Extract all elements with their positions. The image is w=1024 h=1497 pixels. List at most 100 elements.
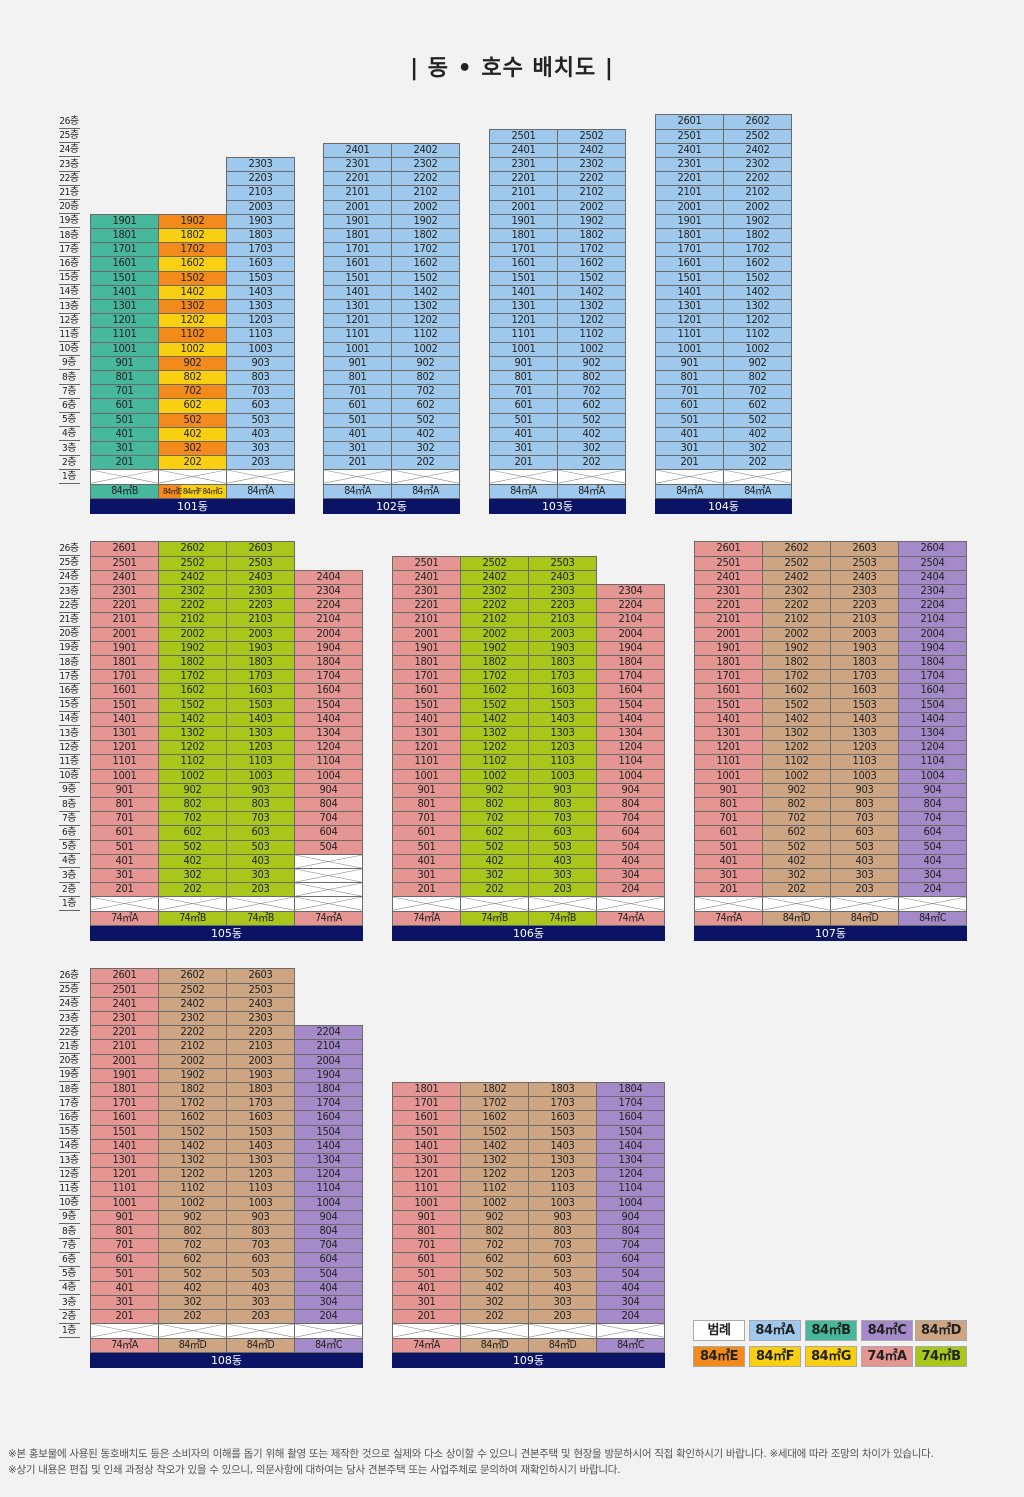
unit-cell[interactable]: 1201 [655, 313, 724, 329]
unit-cell[interactable]: 2402 [460, 569, 529, 585]
unit-cell[interactable]: 704 [294, 811, 363, 827]
unit-cell[interactable]: 504 [898, 839, 967, 855]
unit-cell[interactable]: 2102 [557, 185, 626, 201]
unit-cell[interactable]: 2502 [723, 128, 792, 144]
unit-cell[interactable]: 2403 [226, 996, 295, 1012]
unit-cell[interactable]: 1901 [90, 640, 159, 656]
unit-cell[interactable]: 1604 [294, 683, 363, 699]
unit-cell[interactable]: 1402 [557, 284, 626, 300]
unit-cell[interactable]: 2203 [528, 598, 597, 614]
unit-cell[interactable]: 1804 [596, 1082, 665, 1098]
unit-cell[interactable]: 1601 [694, 683, 763, 699]
unit-cell[interactable]: 1804 [898, 655, 967, 671]
unit-cell[interactable]: 2603 [226, 968, 295, 984]
unit-cell[interactable]: 402 [158, 426, 227, 442]
unit-cell[interactable]: 2102 [762, 612, 831, 628]
unit-cell[interactable]: 1002 [762, 768, 831, 784]
unit-cell[interactable]: 2501 [655, 128, 724, 144]
unit-cell[interactable]: 2203 [830, 598, 899, 614]
unit-cell[interactable]: 1501 [392, 697, 461, 713]
unit-cell[interactable]: 2502 [158, 555, 227, 571]
unit-cell[interactable]: 1101 [392, 1181, 461, 1197]
unit-cell[interactable]: 2103 [226, 1039, 295, 1055]
unit-cell[interactable]: 402 [460, 1280, 529, 1296]
unit-cell[interactable]: 1702 [391, 242, 460, 258]
unit-cell[interactable]: 802 [391, 370, 460, 386]
unit-cell[interactable]: 602 [557, 398, 626, 414]
unit-cell[interactable]: 1204 [898, 740, 967, 756]
unit-cell[interactable]: 2203 [226, 171, 295, 187]
unit-cell[interactable]: 1502 [391, 270, 460, 286]
unit-cell[interactable]: 2001 [655, 199, 724, 215]
unit-cell[interactable]: 803 [830, 797, 899, 813]
unit-cell[interactable]: 2102 [391, 185, 460, 201]
unit-cell[interactable]: 501 [90, 839, 159, 855]
unit-cell[interactable]: 1302 [158, 299, 227, 315]
unit-cell[interactable]: 804 [596, 797, 665, 813]
unit-cell[interactable]: 1704 [294, 669, 363, 685]
unit-cell[interactable]: 902 [762, 782, 831, 798]
unit-cell[interactable]: 1204 [596, 740, 665, 756]
unit-cell[interactable]: 1401 [655, 284, 724, 300]
unit-cell[interactable]: 2103 [226, 185, 295, 201]
unit-cell[interactable]: 601 [655, 398, 724, 414]
unit-cell[interactable]: 2601 [694, 541, 763, 557]
unit-cell[interactable]: 1001 [323, 341, 392, 357]
unit-cell[interactable]: 503 [226, 839, 295, 855]
unit-cell[interactable]: 1902 [391, 213, 460, 229]
unit-cell[interactable]: 401 [90, 1280, 159, 1296]
unit-cell[interactable]: 1601 [655, 256, 724, 272]
unit-cell[interactable]: 1703 [226, 1096, 295, 1112]
unit-cell[interactable]: 1504 [294, 697, 363, 713]
unit-cell[interactable]: 1602 [391, 256, 460, 272]
unit-cell[interactable]: 501 [694, 839, 763, 855]
unit-cell[interactable]: 1004 [596, 1195, 665, 1211]
unit-cell[interactable]: 1504 [596, 697, 665, 713]
unit-cell[interactable]: 1702 [460, 1096, 529, 1112]
unit-cell[interactable]: 704 [596, 811, 665, 827]
unit-cell[interactable]: 1802 [158, 1082, 227, 1098]
unit-cell[interactable]: 602 [460, 825, 529, 841]
unit-cell[interactable]: 402 [557, 426, 626, 442]
unit-cell[interactable]: 2301 [489, 157, 558, 173]
unit-cell[interactable]: 202 [391, 455, 460, 471]
unit-cell[interactable]: 2501 [694, 555, 763, 571]
unit-cell[interactable]: 402 [391, 426, 460, 442]
unit-cell[interactable]: 204 [596, 882, 665, 898]
unit-cell[interactable]: 1103 [226, 327, 295, 343]
unit-cell[interactable]: 1701 [90, 669, 159, 685]
unit-cell[interactable]: 1301 [392, 726, 461, 742]
unit-cell[interactable]: 1903 [226, 213, 295, 229]
unit-cell[interactable]: 1202 [460, 740, 529, 756]
unit-cell[interactable]: 304 [294, 1295, 363, 1311]
unit-cell[interactable]: 1501 [655, 270, 724, 286]
unit-cell[interactable]: 1101 [392, 754, 461, 770]
unit-cell[interactable]: 1902 [158, 1067, 227, 1083]
unit-cell[interactable]: 1001 [90, 341, 159, 357]
unit-cell[interactable]: 1002 [460, 1195, 529, 1211]
unit-cell[interactable]: 1002 [723, 341, 792, 357]
unit-cell[interactable]: 202 [460, 882, 529, 898]
unit-cell[interactable]: 203 [226, 882, 295, 898]
unit-cell[interactable]: 2204 [294, 1025, 363, 1041]
unit-cell[interactable]: 203 [226, 455, 295, 471]
unit-cell[interactable]: 301 [392, 868, 461, 884]
unit-cell[interactable]: 403 [226, 426, 295, 442]
unit-cell[interactable]: 1702 [158, 1096, 227, 1112]
unit-cell[interactable]: 2003 [830, 626, 899, 642]
unit-cell[interactable]: 2404 [294, 569, 363, 585]
unit-cell[interactable]: 902 [460, 782, 529, 798]
unit-cell[interactable]: 1001 [392, 768, 461, 784]
unit-cell[interactable]: 1202 [391, 313, 460, 329]
unit-cell[interactable]: 1703 [830, 669, 899, 685]
unit-cell[interactable]: 1802 [158, 655, 227, 671]
unit-cell[interactable]: 1204 [294, 1167, 363, 1183]
unit-cell[interactable]: 1202 [158, 1167, 227, 1183]
unit-cell[interactable]: 402 [762, 853, 831, 869]
unit-cell[interactable]: 1502 [158, 270, 227, 286]
unit-cell[interactable]: 1304 [294, 726, 363, 742]
unit-cell[interactable]: 1404 [294, 1138, 363, 1154]
unit-cell[interactable]: 2402 [158, 569, 227, 585]
unit-cell[interactable]: 503 [226, 1266, 295, 1282]
unit-cell[interactable]: 1301 [90, 1153, 159, 1169]
